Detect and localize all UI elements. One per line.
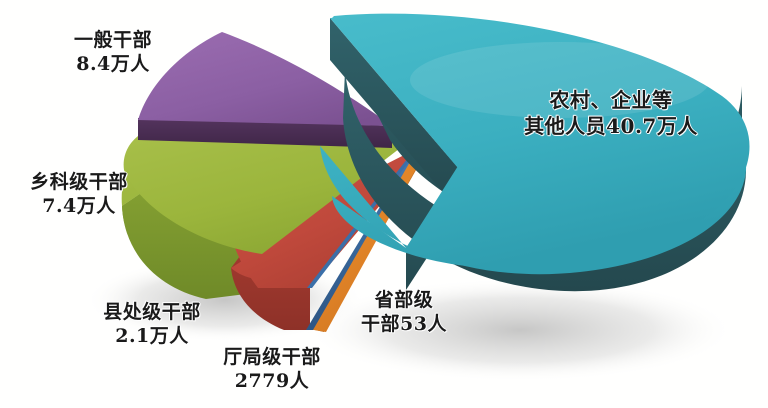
slice-side-other-personnel-cut [330,18,458,210]
shadow-teal [305,278,735,382]
slice-top-general-cadre [138,32,392,126]
slice-highlight-other-personnel [410,42,710,118]
slice-top-township-main [123,136,409,254]
slice-top-other-personnel-body [332,13,750,269]
slice-side-general-cadre [138,118,392,148]
